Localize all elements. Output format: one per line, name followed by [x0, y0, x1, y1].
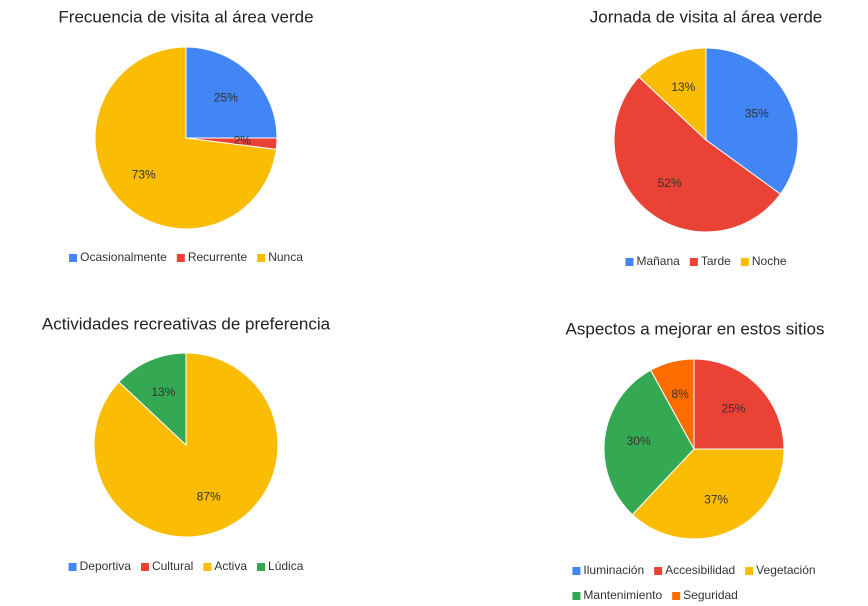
legend-item: Seguridad — [672, 588, 738, 602]
legend-label: Recurrente — [188, 250, 248, 264]
legend-item: Vegetación — [745, 563, 816, 577]
pie-slice — [94, 46, 277, 230]
legend-swatch — [740, 258, 749, 266]
legend: Ocasionalmente Recurrente Nunca — [69, 250, 303, 264]
legend-item: Nunca — [257, 250, 303, 264]
pie-slice — [118, 352, 187, 447]
legend-item: Recurrente — [176, 250, 248, 264]
legend-swatch — [69, 254, 78, 262]
pie-slice — [638, 47, 707, 142]
legend-item: Tarde — [689, 254, 731, 268]
legend-swatch — [140, 563, 149, 571]
chart-title: Actividades recreativas de preferencia — [42, 314, 331, 333]
legend-item: Activa — [203, 559, 247, 573]
legend-swatch — [176, 254, 185, 262]
legend-swatch — [625, 258, 634, 266]
legend-label: Lúdica — [268, 559, 304, 573]
legend-label: Accesibilidad — [665, 563, 735, 577]
legend-swatch — [672, 592, 681, 600]
legend-swatch — [257, 254, 266, 262]
pie-slice — [649, 358, 695, 450]
slice-label: 25% — [214, 90, 238, 104]
legend-item: Lúdica — [257, 559, 304, 573]
legend-label: Vegetación — [756, 563, 815, 577]
legend-item: Iluminación — [572, 563, 644, 577]
chart-title: Jornada de visita al área verde — [590, 7, 822, 26]
slice-label: 87% — [197, 490, 221, 504]
legend-label: Tarde — [701, 254, 731, 268]
slice-label: 30% — [627, 434, 651, 448]
legend-label: Nunca — [268, 250, 303, 264]
legend-label: Deportiva — [80, 559, 132, 573]
legend-label: Cultural — [152, 559, 193, 573]
pie-slice — [185, 46, 278, 139]
legend-label: Mañana — [636, 254, 680, 268]
legend-label: Ocasionalmente — [80, 250, 167, 264]
legend-item: Noche — [740, 254, 787, 268]
slice-label: 73% — [132, 167, 156, 181]
legend-item: Accesibilidad — [654, 563, 735, 577]
slice-label: 13% — [671, 80, 695, 94]
legend-label: Seguridad — [683, 588, 738, 602]
legend-swatch — [745, 567, 754, 575]
chart-title: Frecuencia de visita al área verde — [58, 7, 313, 26]
legend: Iluminación Accesibilidad Vegetación Manten… — [572, 563, 816, 602]
legend: Mañana Tarde Noche — [625, 254, 787, 268]
legend-swatch — [572, 567, 581, 575]
legend-swatch — [572, 592, 581, 600]
legend-item: Mantenimiento — [572, 588, 662, 602]
pie-slice — [613, 76, 782, 233]
legend-label: Iluminación — [583, 563, 644, 577]
slice-label: 13% — [151, 385, 175, 399]
pie-slice — [631, 448, 785, 540]
legend-item: Mañana — [625, 254, 680, 268]
legend-swatch — [203, 563, 212, 571]
pie-slice — [603, 369, 695, 516]
slice-label: 25% — [721, 402, 745, 416]
slice-label: 35% — [745, 106, 769, 120]
legend-swatch — [689, 258, 698, 266]
pie-slice — [705, 47, 799, 195]
legend-swatch — [257, 563, 266, 571]
legend-label: Mantenimiento — [583, 588, 662, 602]
pie-slice — [693, 358, 785, 450]
legend-swatch — [68, 563, 77, 571]
slice-label: 8% — [671, 387, 689, 401]
legend-item: Cultural — [140, 559, 193, 573]
legend-label: Noche — [752, 254, 787, 268]
chart-title: Aspectos a mejorar en estos sitios — [566, 319, 825, 338]
slice-label: 52% — [658, 176, 682, 190]
legend-swatch — [654, 567, 663, 575]
legend-item: Ocasionalmente — [69, 250, 167, 264]
legend-item: Deportiva — [68, 559, 132, 573]
legend: Deportiva Cultural Activa Lúdica — [68, 559, 304, 573]
slice-label: 37% — [704, 492, 728, 506]
legend-label: Activa — [214, 559, 247, 573]
